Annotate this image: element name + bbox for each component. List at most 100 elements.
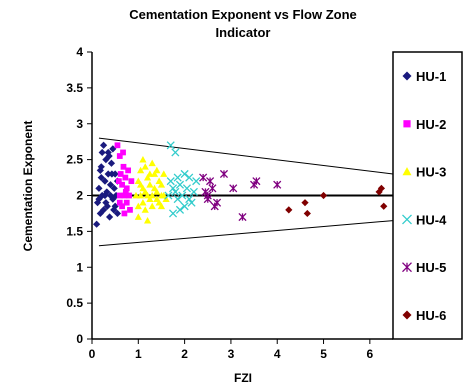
data-point [104,170,112,178]
data-point [141,206,149,213]
legend-marker [402,262,412,273]
data-point [125,167,131,174]
data-point [180,202,189,211]
series-hu-4 [164,141,201,218]
data-point [153,188,161,195]
data-point [160,170,168,177]
data-point [110,206,118,214]
series-hu-2 [114,142,135,217]
data-point [132,191,140,199]
data-point [175,180,185,189]
data-point [143,173,152,181]
data-point [101,191,109,200]
data-point [112,191,120,200]
data-point [173,195,182,204]
data-point [175,205,185,214]
data-point [96,166,104,174]
data-point [139,199,147,206]
data-point [99,206,108,214]
legend-item-hu-2: HU-2 [403,117,446,132]
x-tick-label: 1 [135,347,142,361]
data-point [116,199,123,206]
series-hu-5 [199,169,282,222]
data-point [199,173,208,182]
data-point [119,203,125,210]
data-point [116,192,123,199]
x-tick-label: 3 [228,347,235,361]
data-point [187,198,196,207]
data-point [166,177,175,186]
data-point [99,141,108,149]
legend-item-hu-3: HU-3 [402,165,446,180]
data-point [120,163,127,170]
data-point [137,181,145,188]
legend-label: HU-3 [416,165,446,180]
data-point [148,159,156,167]
y-tick-label: 3.5 [66,81,83,95]
data-point [171,187,180,196]
data-point [178,191,187,200]
data-point [319,191,328,200]
x-tick-label: 5 [320,347,327,361]
data-point [212,198,222,207]
data-point [206,177,215,186]
data-point [146,195,154,202]
data-point [238,212,247,222]
data-point [153,166,161,174]
data-point [113,209,122,218]
data-point [137,191,145,199]
data-point [95,184,103,192]
data-point [171,148,180,157]
data-point [189,187,198,196]
data-point [185,195,194,204]
data-point [119,181,125,188]
y-tick-label: 4 [76,45,83,59]
data-point [173,173,182,182]
data-point [117,171,124,177]
data-point [273,180,282,189]
y-tick-label: 0.5 [66,296,83,310]
y-tick-label: 1.5 [66,224,83,238]
data-point [375,188,383,196]
data-point [110,184,118,192]
data-point [134,202,142,210]
legend-item-hu-4: HU-4 [402,212,447,227]
data-point [157,202,166,210]
data-point [377,184,386,192]
data-point [303,209,311,218]
x-axis-label: FZI [234,371,252,385]
data-point [285,206,293,214]
data-point [148,202,156,210]
data-point [157,181,166,188]
series-hu-1 [93,141,122,228]
legend-item-hu-6: HU-6 [402,308,446,323]
chart-title-line-2: Indicator [216,25,271,40]
data-point [121,192,128,199]
data-point [182,184,191,193]
reference-line-upper-bound [98,137,394,175]
data-point [166,141,175,150]
reference-line-lower-bound [98,220,394,247]
chart-title-line-1: Cementation Exponent vs Flow Zone [129,7,357,22]
data-point [134,213,142,220]
data-point [143,217,152,224]
legend-marker [402,214,412,225]
data-point [252,177,261,186]
data-point [380,202,388,210]
data-point [123,199,130,206]
series-hu-6 [285,184,388,218]
y-tick-label: 1 [76,260,83,274]
data-point [141,188,149,195]
legend-item-hu-5: HU-5 [402,260,446,275]
legend-box [392,51,463,340]
x-ticks: 0 1 2 3 4 5 6 [89,339,374,361]
data-point [208,184,217,193]
y-tick-label: 2 [76,189,83,203]
x-tick-label: 6 [367,347,374,361]
y-axis-label: Cementation Exponent [21,121,35,252]
data-point [146,181,154,188]
data-point [106,181,115,189]
data-point [185,173,194,182]
data-point [103,202,111,210]
